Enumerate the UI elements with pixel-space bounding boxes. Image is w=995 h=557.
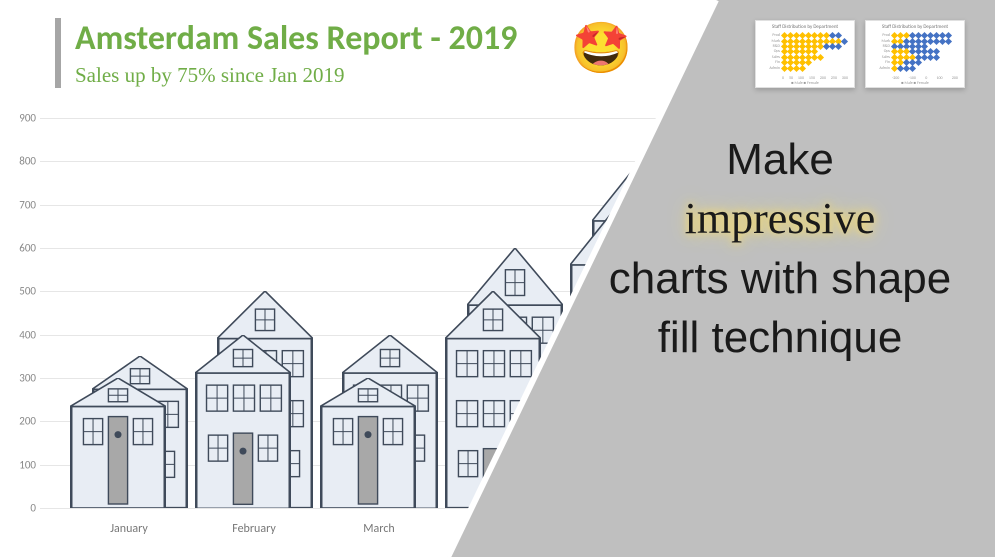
y-axis-label: 500	[10, 285, 36, 298]
headline-line-2-impressive: impressive	[605, 189, 955, 248]
y-axis-label: 100	[10, 458, 36, 471]
x-axis-label: February	[195, 522, 313, 536]
thumb-legend: ■ Male ■ Female	[866, 80, 964, 86]
thumb-title: Staff Distribution by Department	[756, 21, 854, 30]
y-axis-label: 400	[10, 328, 36, 341]
y-axis-label: 900	[10, 112, 36, 125]
thumb-ylabels: ProdMarkR&DOpsSalesFinAdmin	[870, 33, 890, 71]
x-axis-label: January	[70, 522, 188, 536]
right-headline: Make impressive charts with shape fill t…	[605, 130, 955, 368]
starstruck-emoji-icon: 🤩	[570, 18, 632, 79]
y-axis-label: 0	[10, 502, 36, 515]
x-axis-label: March	[320, 522, 438, 536]
thumbnail-2: Staff Distribution by Department ProdMark…	[865, 20, 965, 88]
y-axis-label: 700	[10, 198, 36, 211]
thumb-ylabels: ProdMarkR&DOpsSalesFinAdmin	[760, 33, 780, 71]
chart-subtitle: Sales up by 75% since Jan 2019	[75, 63, 517, 88]
bar-front-house	[195, 335, 291, 508]
y-axis-label: 800	[10, 155, 36, 168]
gridline	[40, 161, 680, 162]
thumb-title: Staff Distribution by Department	[866, 21, 964, 30]
thumb-dots	[892, 33, 958, 71]
title-block: Amsterdam Sales Report - 2019 Sales up b…	[55, 18, 517, 88]
thumbnail-row: Staff Distribution by Department ProdMark…	[755, 20, 965, 88]
bar-front-house	[320, 378, 416, 508]
headline-line-3: charts with shape fill technique	[605, 249, 955, 368]
bar-front-house	[70, 378, 166, 508]
y-axis-label: 300	[10, 371, 36, 384]
chart-title: Amsterdam Sales Report - 2019	[75, 18, 517, 59]
gridline	[40, 118, 680, 119]
headline-line-1: Make	[605, 130, 955, 189]
y-axis-label: 600	[10, 241, 36, 254]
thumbnail-1: Staff Distribution by Department ProdMark…	[755, 20, 855, 88]
y-axis-label: 200	[10, 415, 36, 428]
thumb-legend: ■ Male ■ Female	[756, 80, 854, 86]
thumb-dots	[782, 33, 848, 71]
stage: Make impressive charts with shape fill t…	[0, 0, 995, 557]
